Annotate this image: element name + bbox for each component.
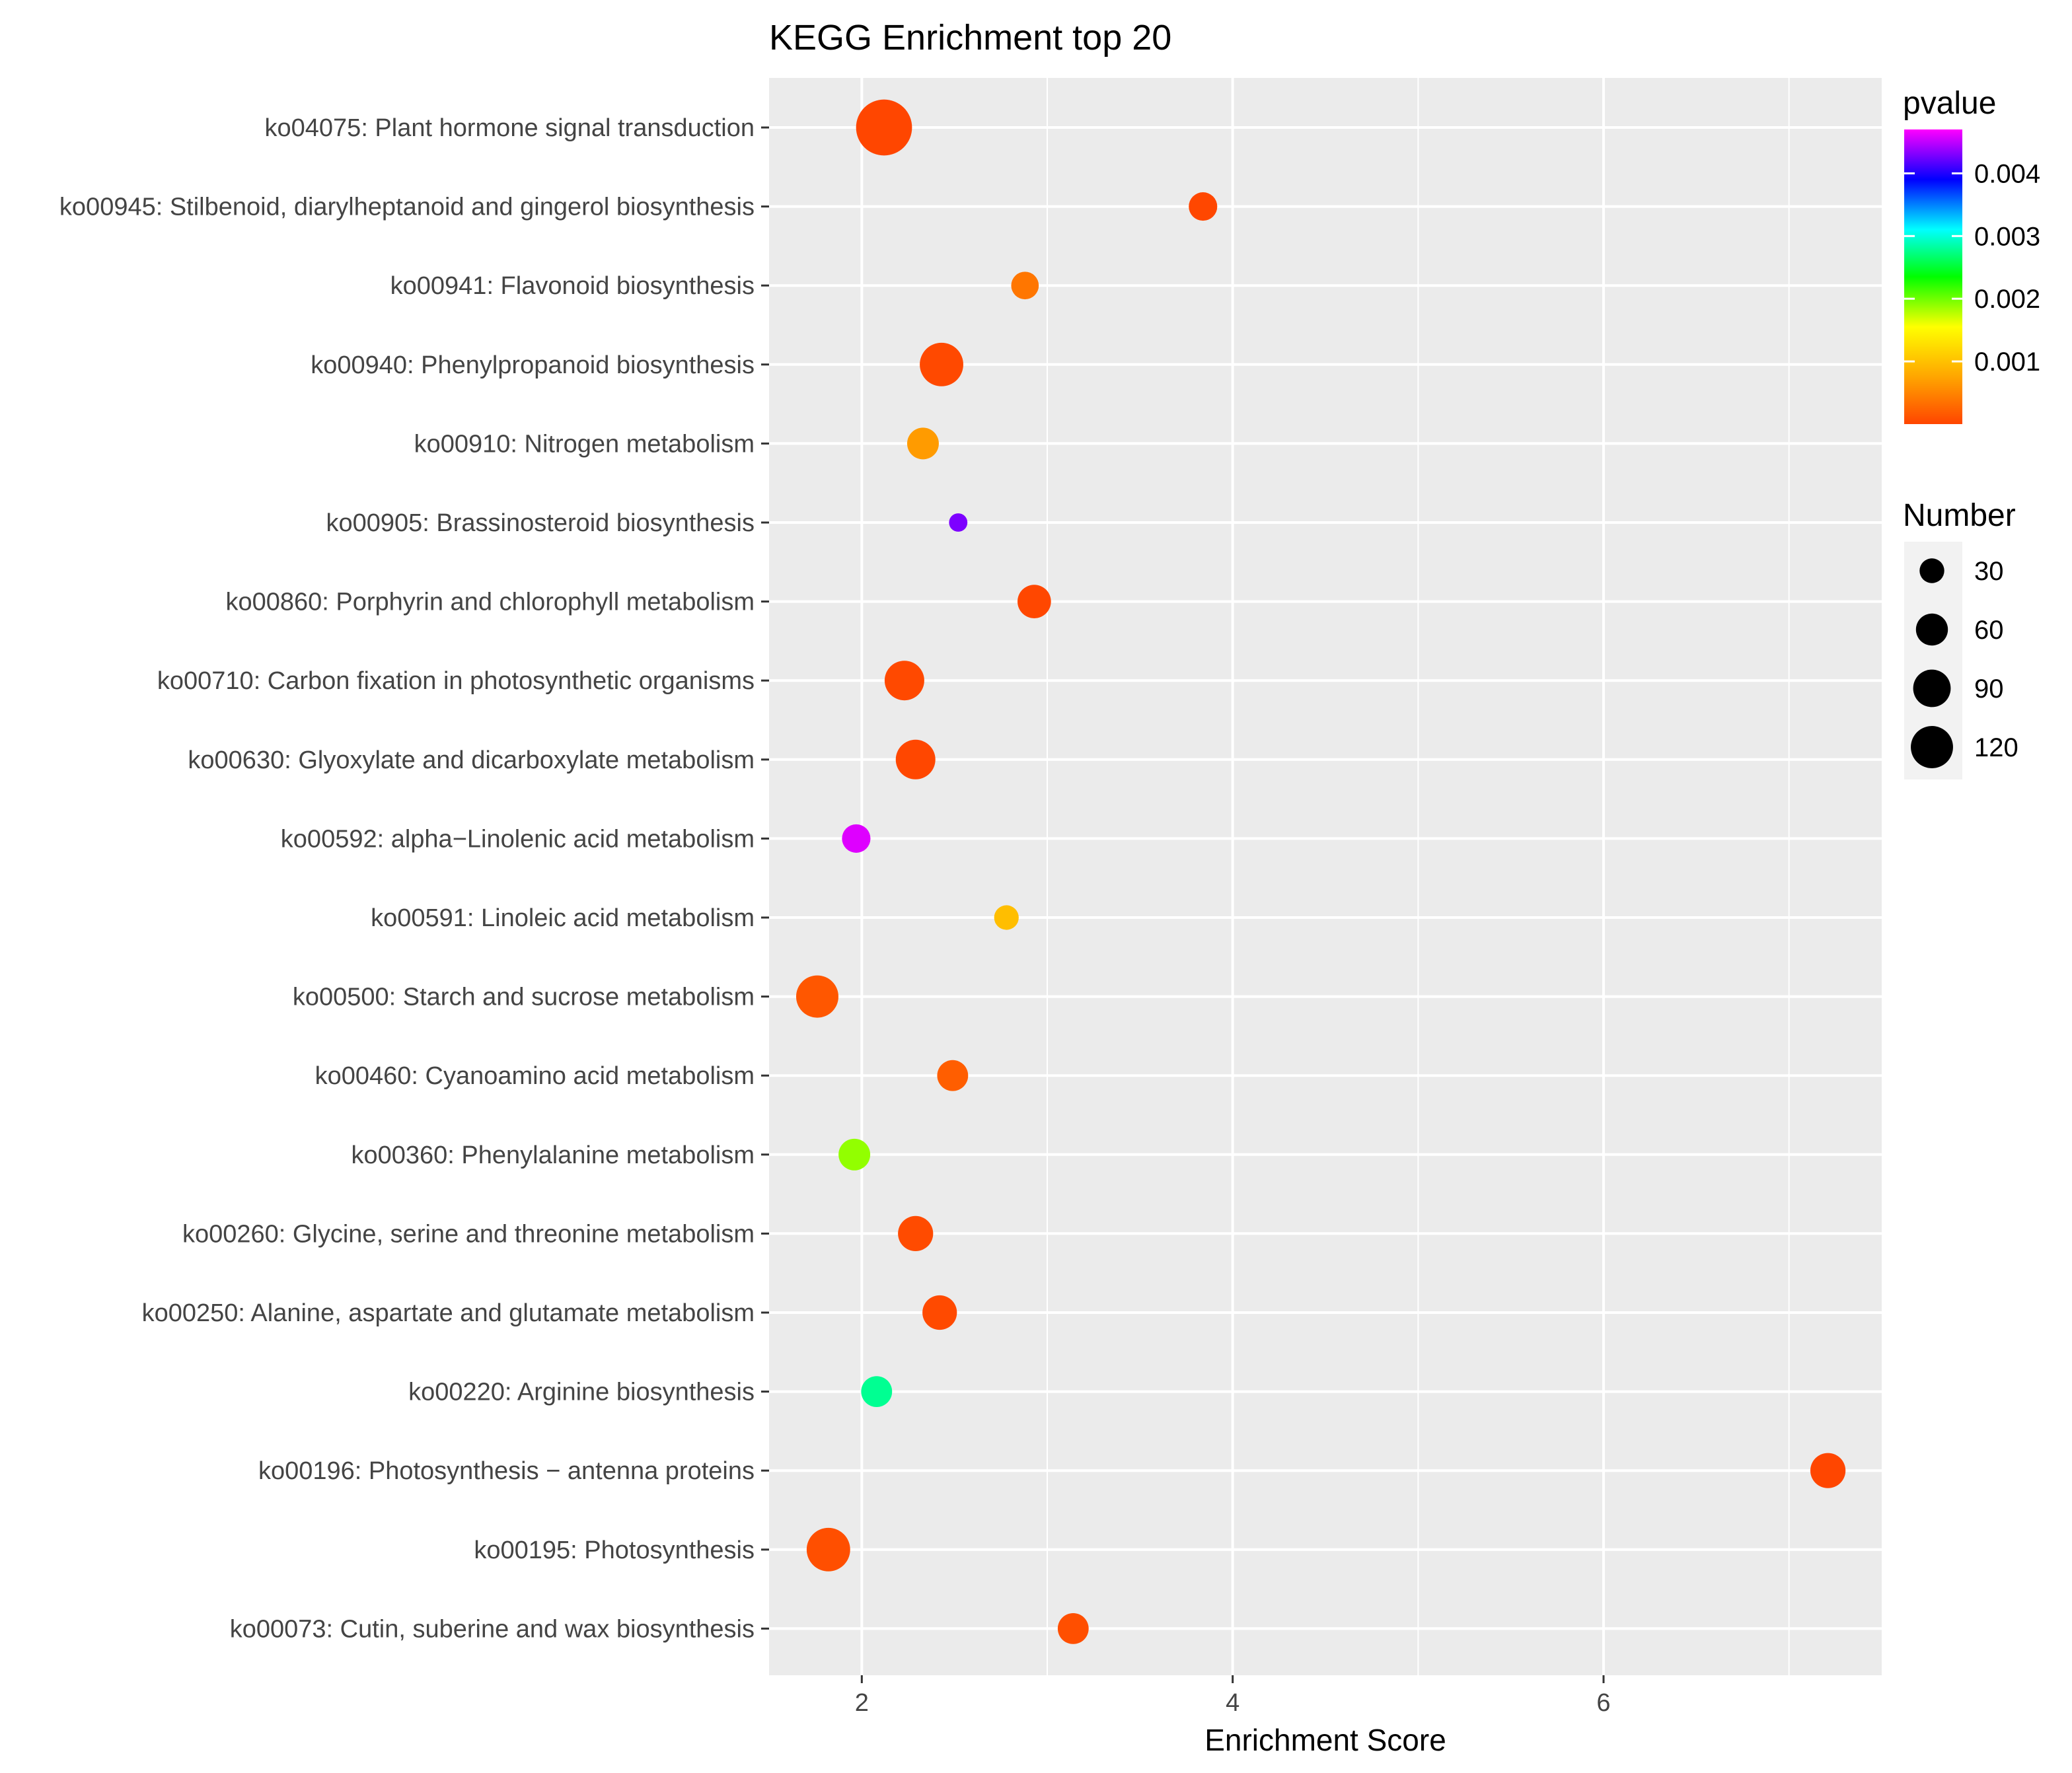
data-point [937,1060,969,1091]
data-point [1057,1612,1089,1644]
number-legend-title: Number [1903,498,2016,533]
data-point [1189,192,1218,221]
y-tick-label: ko00460: Cyanoamino acid metabolism [315,1062,755,1090]
y-tick-label: ko00195: Photosynthesis [474,1537,755,1564]
y-tick-label: ko00592: alpha−Linolenic acid metabolism [281,825,755,853]
plot-panel [769,78,1882,1675]
y-tick-label: ko00630: Glyoxylate and dicarboxylate me… [188,746,755,774]
pvalue-legend: pvalue 0.001 0.002 0.003 0.004 [1903,86,2040,424]
y-tick-label: ko00250: Alanine, aspartate and glutamat… [142,1299,755,1327]
size-legend-label: 120 [1974,733,2018,762]
data-point [994,905,1019,930]
y-tick-label: ko04075: Plant hormone signal transducti… [265,114,755,142]
data-point [884,661,924,701]
data-point [796,975,838,1018]
data-point [898,1215,934,1252]
pvalue-colorbar [1904,129,1962,424]
y-tick-label: ko00073: Cutin, suberine and wax biosynt… [230,1615,755,1643]
y-tick-label: ko00710: Carbon fixation in photosynthet… [157,667,755,695]
x-tick-label: 6 [1596,1689,1610,1717]
x-tick-label: 2 [855,1689,869,1717]
y-tick-label: ko00196: Photosynthesis − antenna protei… [258,1457,755,1485]
colorbar-tick-label: 0.002 [1974,285,2040,314]
size-legend-label: 30 [1974,557,2004,586]
x-axis-title: Enrichment Score [1204,1723,1446,1757]
pvalue-legend-title: pvalue [1903,86,1996,121]
y-tick-label: ko00260: Glycine, serine and threonine m… [182,1220,755,1248]
data-point [856,99,912,156]
y-tick-label: ko00360: Phenylalanine metabolism [351,1141,755,1169]
size-legend-key [1911,726,1953,768]
y-tick-label: ko00940: Phenylpropanoid biosynthesis [311,351,755,379]
y-tick-label: ko00945: Stilbenoid, diarylheptanoid and… [59,194,755,221]
y-tick-label: ko00860: Porphyrin and chlorophyll metab… [225,589,755,616]
data-point [1810,1453,1846,1488]
data-point [842,824,871,853]
colorbar-tick-label: 0.003 [1974,222,2040,251]
x-tick-label: 4 [1226,1689,1240,1717]
data-point [895,739,936,779]
y-tick-label: ko00500: Starch and sucrose metabolism [293,984,755,1011]
data-point [838,1138,871,1171]
number-legend: Number 30 60 90 120 [1903,498,2018,779]
data-point [922,1295,957,1330]
data-point [861,1376,893,1408]
colorbar-tick-label: 0.001 [1974,347,2040,377]
number-legend-keys: 30 60 90 120 [1911,557,2018,768]
y-tick-label: ko00941: Flavonoid biosynthesis [390,272,755,300]
size-legend-key [1919,558,1944,583]
size-legend-label: 90 [1974,674,2004,704]
y-tick-label: ko00220: Arginine biosynthesis [408,1379,755,1406]
pvalue-colorbar-ticks: 0.001 0.002 0.003 0.004 [1904,159,2040,377]
y-axis-labels: ko04075: Plant hormone signal transducti… [59,114,769,1643]
size-legend-key [1913,669,1951,707]
size-legend-label: 60 [1974,616,2004,645]
data-point [1011,271,1039,300]
size-legend-key [1915,613,1948,646]
data-point [920,342,963,386]
data-points [796,99,1846,1644]
y-tick-label: ko00591: Linoleic acid metabolism [371,904,755,932]
y-tick-label: ko00910: Nitrogen metabolism [414,430,755,458]
data-point [1018,585,1051,618]
chart-title: KEGG Enrichment top 20 [769,18,1171,57]
data-point [906,427,939,460]
data-point [949,513,968,532]
colorbar-tick-label: 0.004 [1974,159,2040,188]
x-axis: 2 4 6 [855,1675,1611,1717]
y-tick-label: ko00905: Brassinosteroid biosynthesis [326,509,755,537]
data-point [806,1527,850,1572]
